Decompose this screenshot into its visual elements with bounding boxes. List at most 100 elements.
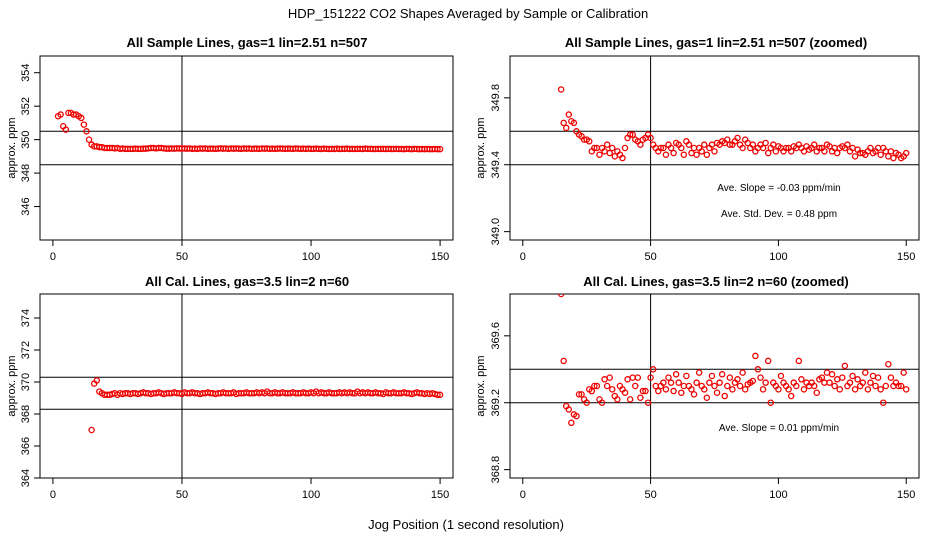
data-point — [724, 382, 731, 390]
data-point — [637, 141, 644, 148]
data-point — [591, 382, 598, 390]
data-point — [787, 148, 795, 155]
data-point — [862, 369, 869, 376]
data-point — [867, 144, 874, 152]
data-point — [573, 412, 580, 420]
data-point — [606, 149, 613, 157]
plot-frame — [39, 55, 454, 241]
data-point — [729, 386, 736, 393]
data-point — [626, 396, 634, 403]
data-point — [570, 119, 578, 127]
x-tick-label: 50 — [176, 251, 188, 263]
data-point — [879, 399, 887, 406]
data-point — [557, 86, 565, 93]
data-point — [757, 374, 764, 381]
y-tick-label: 348 — [20, 164, 32, 182]
data-point — [897, 382, 905, 390]
data-point — [902, 386, 910, 393]
y-tick-label: 368 — [20, 405, 32, 423]
data-point — [867, 379, 874, 386]
data-point — [619, 154, 626, 162]
data-point — [670, 149, 677, 157]
data-point — [672, 371, 680, 378]
data-point — [609, 386, 616, 393]
data-point — [787, 392, 795, 400]
x-tick-label: 150 — [431, 251, 449, 263]
data-point — [680, 151, 688, 158]
data-point — [782, 144, 790, 152]
plot-area — [40, 56, 453, 240]
y-tick-label: 369.6 — [490, 322, 502, 350]
x-tick-label: 0 — [520, 489, 526, 501]
slope-annotation: Ave. Slope = -0.03 ppm/min — [717, 183, 841, 194]
data-point — [764, 357, 772, 365]
data-point — [593, 382, 601, 390]
data-point — [585, 138, 593, 145]
data-point — [690, 144, 698, 152]
data-point — [693, 379, 700, 386]
data-point — [703, 394, 711, 401]
data-point — [739, 369, 746, 376]
data-point — [828, 371, 836, 378]
data-point — [885, 361, 892, 368]
data-point — [578, 391, 585, 398]
x-tick-label: 0 — [50, 489, 56, 501]
panel-cal-lines: All Cal. Lines, gas=3.5 lin=2 n=60 appro… — [6, 274, 454, 501]
data-point — [821, 379, 828, 386]
data-point — [665, 374, 672, 381]
data-point — [693, 151, 700, 158]
data-point — [629, 131, 636, 138]
y-tick-label: 346 — [20, 197, 32, 215]
data-point — [851, 153, 859, 160]
std-dev-annotation: Ave. Std. Dev. = 0.48 ppm — [721, 209, 837, 220]
data-point — [772, 148, 780, 155]
data-point — [598, 399, 606, 406]
panel-sample-lines-zoomed: All Sample Lines, gas=1 lin=2.51 n=507 (… — [475, 35, 920, 263]
data-point — [698, 148, 705, 155]
data-point — [647, 374, 654, 381]
x-tick-label: 150 — [897, 251, 915, 263]
data-point — [759, 386, 767, 393]
data-point — [629, 374, 636, 381]
data-point — [637, 394, 644, 401]
data-point — [667, 379, 675, 386]
data-point — [639, 387, 647, 395]
data-point — [606, 374, 613, 381]
data-point — [655, 387, 662, 395]
x-tick-label: 50 — [644, 251, 656, 263]
data-point — [434, 391, 441, 399]
data-point — [83, 128, 90, 135]
data-point — [841, 362, 849, 370]
x-tick-label: 100 — [769, 251, 787, 263]
y-tick-label: 352 — [20, 97, 32, 115]
data-point — [887, 148, 895, 155]
data-point — [57, 111, 64, 118]
x-tick-label: 0 — [50, 251, 56, 263]
y-tick-label: 366 — [20, 437, 32, 455]
data-point — [667, 144, 675, 152]
y-tick-label: 364 — [20, 469, 32, 487]
data-point — [777, 372, 785, 380]
data-point — [562, 124, 570, 132]
data-point — [759, 144, 767, 152]
data-point — [85, 136, 93, 143]
data-point — [62, 126, 70, 133]
x-axis-label: Jog Position (1 second resolution) — [368, 517, 564, 532]
x-tick-label: 50 — [176, 489, 188, 501]
data-point — [642, 387, 649, 395]
data-point — [810, 141, 818, 148]
data-point — [734, 134, 741, 142]
data-point — [683, 372, 690, 380]
data-point — [900, 369, 907, 376]
panel-title: All Cal. Lines, gas=3.5 lin=2 n=60 — [145, 274, 349, 289]
y-tick-label: 350 — [20, 130, 32, 148]
plot-frame — [509, 55, 920, 241]
data-point — [695, 369, 703, 376]
y-axis-label: approx. ppm — [6, 355, 18, 416]
data-point — [565, 406, 573, 413]
panel-cal-lines-zoomed: All Cal. Lines, gas=3.5 lin=2 n=60 (zoom… — [475, 274, 920, 501]
data-point — [711, 148, 718, 155]
x-tick-label: 50 — [644, 489, 656, 501]
data-point — [609, 144, 616, 152]
